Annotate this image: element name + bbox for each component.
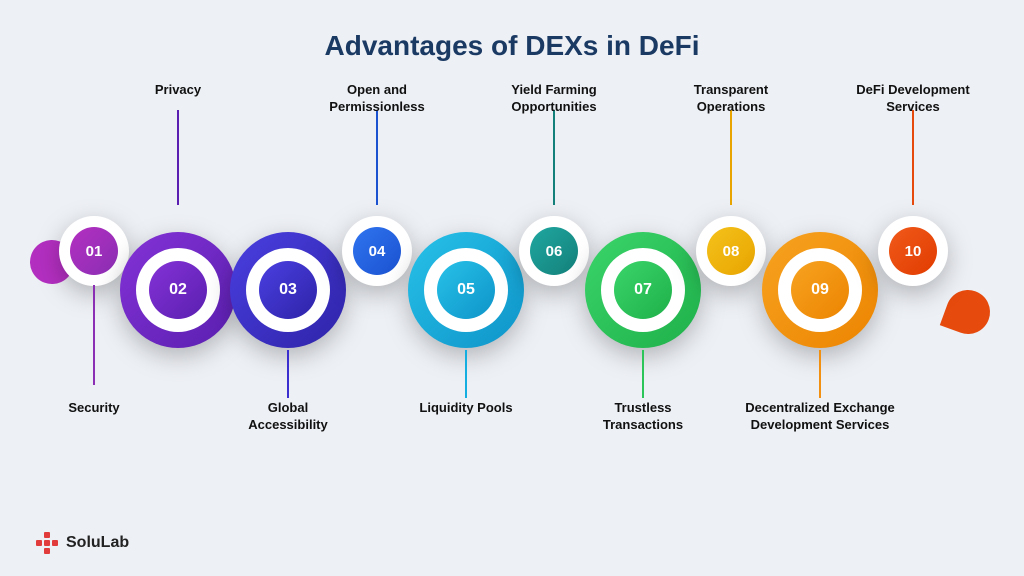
node-number: 01 <box>70 227 118 275</box>
node-number: 03 <box>259 261 317 319</box>
infographic-chain: 01Security02Privacy03Global Accessibilit… <box>0 200 1024 380</box>
node-label-08: Transparent Operations <box>671 82 791 116</box>
chain-node-07: 07 <box>585 232 701 348</box>
node-label-01: Security <box>34 400 154 417</box>
callout-line <box>819 350 821 398</box>
node-number: 10 <box>889 227 937 275</box>
callout-line <box>465 350 467 398</box>
node-label-02: Privacy <box>118 82 238 99</box>
page-title: Advantages of DEXs in DeFi <box>0 0 1024 62</box>
node-label-07: Trustless Transactions <box>583 400 703 434</box>
logo: SoluLab <box>36 532 129 554</box>
node-number: 07 <box>614 261 672 319</box>
callout-line <box>912 110 914 205</box>
chain-tail-right <box>940 284 996 340</box>
node-number: 02 <box>149 261 207 319</box>
chain-node-04: 04 <box>342 216 412 286</box>
chain-node-06: 06 <box>519 216 589 286</box>
node-number: 09 <box>791 261 849 319</box>
callout-line <box>730 110 732 205</box>
node-label-09: Decentralized Exchange Development Servi… <box>735 400 905 434</box>
callout-line <box>287 350 289 398</box>
callout-line <box>642 350 644 398</box>
chain-node-08: 08 <box>696 216 766 286</box>
callout-line <box>376 110 378 205</box>
node-number: 04 <box>353 227 401 275</box>
chain-node-05: 05 <box>408 232 524 348</box>
node-number: 08 <box>707 227 755 275</box>
node-number: 06 <box>530 227 578 275</box>
logo-text: SoluLab <box>66 534 129 552</box>
callout-line <box>553 110 555 205</box>
node-label-03: Global Accessibility <box>228 400 348 434</box>
chain-node-01: 01 <box>59 216 129 286</box>
chain-node-09: 09 <box>762 232 878 348</box>
callout-line <box>177 110 179 205</box>
chain-node-02: 02 <box>120 232 236 348</box>
node-label-10: DeFi Development Services <box>853 82 973 116</box>
logo-mark-icon <box>36 532 58 554</box>
chain-node-10: 10 <box>878 216 948 286</box>
chain-node-03: 03 <box>230 232 346 348</box>
callout-line <box>93 285 95 385</box>
node-label-05: Liquidity Pools <box>406 400 526 417</box>
node-label-04: Open and Permissionless <box>317 82 437 116</box>
node-number: 05 <box>437 261 495 319</box>
node-label-06: Yield Farming Opportunities <box>494 82 614 116</box>
